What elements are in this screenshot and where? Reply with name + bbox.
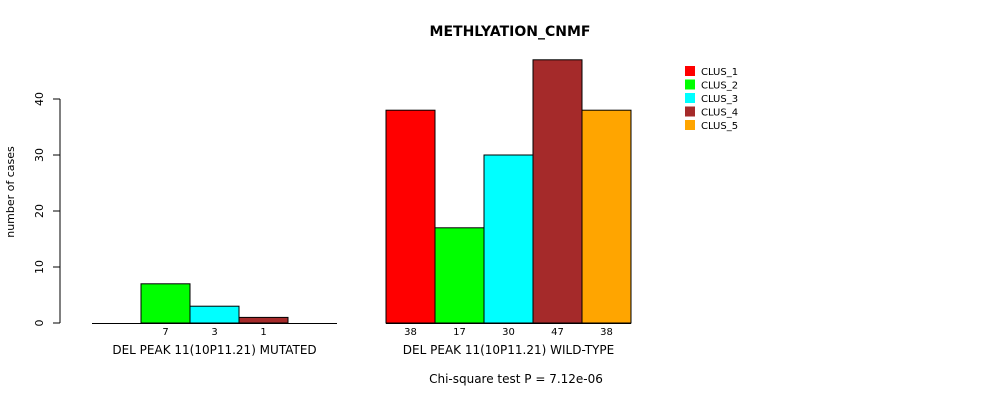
y-tick-label: 10 — [33, 260, 46, 274]
bar-clus-3 — [189, 305, 240, 324]
bar-clus-2 — [434, 227, 485, 324]
y-tick-label: 30 — [33, 148, 46, 162]
bars: 7 3 1 DEL PEAK 11(10P11.21) MUTATED 38 17 30 47… — [92, 59, 632, 357]
bar-count-label: 30 — [502, 327, 515, 338]
bar-count-label: 47 — [551, 327, 564, 338]
bar-count-label: 17 — [453, 327, 466, 338]
legend-entry-clus-2: CLUS_2 — [701, 81, 738, 92]
legend-entry-clus-5: CLUS_5 — [701, 121, 738, 132]
y-axis: 0 10 20 30 40 — [33, 92, 61, 327]
bar-clus-4 — [238, 316, 289, 324]
legend-swatch — [685, 79, 695, 90]
legend-swatch — [685, 106, 695, 117]
y-tick-label: 40 — [33, 92, 46, 106]
bar-clus-1 — [385, 109, 436, 324]
chart-title: METHLYATION_CNMF — [430, 24, 591, 40]
bar-count-label: 38 — [600, 327, 613, 338]
legend-swatch — [685, 93, 695, 103]
bar-clus-3 — [483, 154, 534, 324]
legend-swatch — [685, 120, 695, 130]
legend-swatch — [685, 66, 695, 76]
legend: CLUS_1 CLUS_2 CLUS_3 CLUS_4 CLUS_5 — [685, 66, 738, 132]
legend-entry-clus-3: CLUS_3 — [701, 94, 738, 105]
y-tick-label: 20 — [33, 204, 46, 218]
legend-entry-clus-4: CLUS_4 — [701, 108, 738, 119]
bar-clus-5 — [581, 109, 632, 324]
y-axis-label: number of cases — [4, 146, 17, 238]
bar-clus-2 — [140, 283, 191, 324]
group-label: DEL PEAK 11(10P11.21) WILD-TYPE — [403, 343, 614, 357]
bar-count-label: 3 — [211, 327, 217, 338]
y-tick-label: 0 — [33, 320, 46, 327]
bar-count-label: 38 — [404, 327, 417, 338]
legend-entry-clus-1: CLUS_1 — [701, 67, 738, 78]
bar-count-label: 7 — [162, 327, 168, 338]
bar-clus-4 — [532, 59, 583, 324]
chi-square-footer: Chi-square test P = 7.12e-06 — [429, 372, 603, 386]
group-label: DEL PEAK 11(10P11.21) MUTATED — [112, 343, 316, 357]
bar-count-label: 1 — [260, 327, 266, 338]
